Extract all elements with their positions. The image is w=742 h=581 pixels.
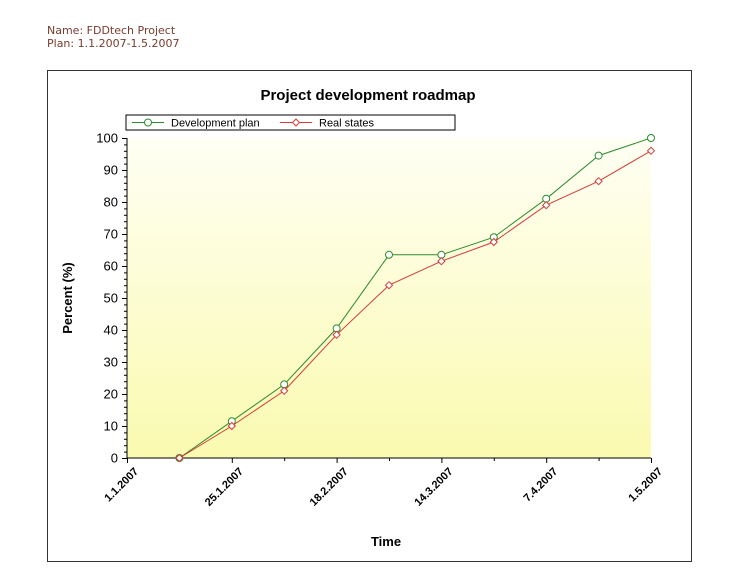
y-tick-label: 60 <box>104 259 118 274</box>
x-tick-label: 14.3.2007 <box>412 466 455 509</box>
legend-label-real: Real states <box>319 118 375 130</box>
plot-area <box>127 138 651 458</box>
data-point-real-states <box>541 200 551 210</box>
data-point-development-plan <box>647 134 655 142</box>
chart-title: Project development roadmap <box>260 87 475 104</box>
y-tick-label: 10 <box>104 419 118 434</box>
x-axis: 1.1.2007 25.1.2007 18.2.2007 14.3.2007 7.4.2… <box>102 457 665 509</box>
x-tick-label: 25.1.2007 <box>203 466 246 509</box>
data-point-real-states <box>594 176 603 186</box>
series-line-development-plan <box>179 137 652 459</box>
data-point-real-states <box>227 421 237 431</box>
project-header: Name: FDDtech Project Plan: 1.1.2007-1.5… <box>47 24 180 50</box>
x-tick-label: 18.2.2007 <box>308 466 351 509</box>
y-tick-label: 40 <box>104 323 118 338</box>
data-point-real-states <box>489 237 499 247</box>
series-layer <box>175 134 656 463</box>
x-tick-label: 1.5.2007 <box>626 466 665 505</box>
project-name: Name: FDDtech Project <box>47 24 176 37</box>
legend-label-plan: Development plan <box>171 118 260 130</box>
data-point-real-states <box>175 453 184 463</box>
y-tick-label: 50 <box>104 291 118 306</box>
y-tick-label: 30 <box>104 355 118 370</box>
data-point-development-plan <box>385 250 393 259</box>
legend-marker-plan <box>144 118 152 127</box>
y-axis-title: Percent (%) <box>60 262 75 334</box>
project-plan: Plan: 1.1.2007-1.5.2007 <box>47 37 180 50</box>
y-tick-label: 100 <box>96 131 118 146</box>
data-point-real-states <box>646 146 656 156</box>
y-tick-label: 70 <box>104 227 118 242</box>
legend-marker-real <box>291 118 301 127</box>
y-tick-label: 90 <box>104 163 118 178</box>
data-point-real-states <box>332 330 341 340</box>
y-axis: 0 10 20 30 40 50 60 70 80 90 100 <box>96 131 128 466</box>
x-axis-title: Time <box>371 534 401 549</box>
x-tick-label: 1.1.2007 <box>102 466 141 505</box>
series-line-real-states <box>179 150 652 459</box>
legend: Development plan Real states <box>125 114 456 131</box>
y-tick-label: 0 <box>111 451 118 466</box>
data-point-development-plan <box>594 151 603 160</box>
data-point-real-states <box>384 280 394 290</box>
y-tick-label: 20 <box>104 387 118 402</box>
data-point-real-states <box>279 386 289 396</box>
y-tick-label: 80 <box>104 195 118 210</box>
x-tick-label: 7.4.2007 <box>522 466 561 505</box>
data-point-real-states <box>437 256 446 266</box>
